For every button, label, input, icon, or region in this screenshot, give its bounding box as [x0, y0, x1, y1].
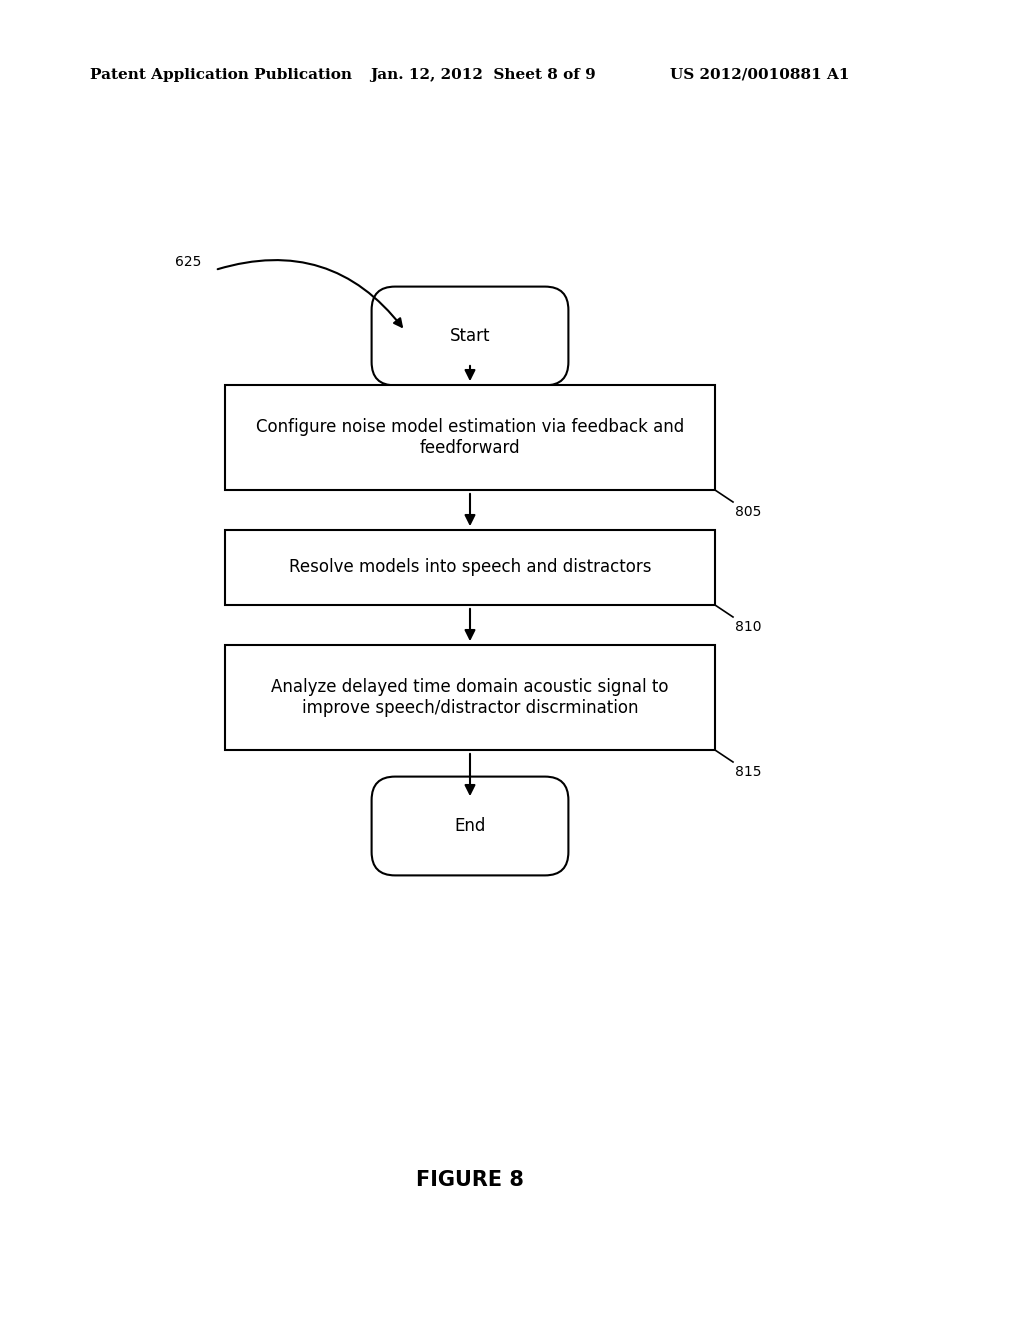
Text: End: End [455, 817, 485, 836]
Text: Resolve models into speech and distractors: Resolve models into speech and distracto… [289, 558, 651, 577]
Text: Patent Application Publication: Patent Application Publication [90, 69, 352, 82]
Text: 805: 805 [735, 506, 762, 519]
Text: FIGURE 8: FIGURE 8 [416, 1170, 524, 1191]
Text: Jan. 12, 2012  Sheet 8 of 9: Jan. 12, 2012 Sheet 8 of 9 [370, 69, 596, 82]
FancyBboxPatch shape [372, 286, 568, 385]
Bar [225, 645, 715, 750]
FancyArrowPatch shape [218, 260, 401, 327]
Text: Start: Start [450, 327, 490, 345]
Text: 815: 815 [735, 766, 762, 779]
Bar [225, 385, 715, 490]
Text: Analyze delayed time domain acoustic signal to
improve speech/distractor discrmi: Analyze delayed time domain acoustic sig… [271, 678, 669, 717]
Text: 810: 810 [735, 620, 762, 634]
FancyBboxPatch shape [372, 776, 568, 875]
Text: Configure noise model estimation via feedback and
feedforward: Configure noise model estimation via fee… [256, 418, 684, 457]
Bar [225, 531, 715, 605]
Text: US 2012/0010881 A1: US 2012/0010881 A1 [670, 69, 850, 82]
Text: 625: 625 [175, 255, 202, 269]
